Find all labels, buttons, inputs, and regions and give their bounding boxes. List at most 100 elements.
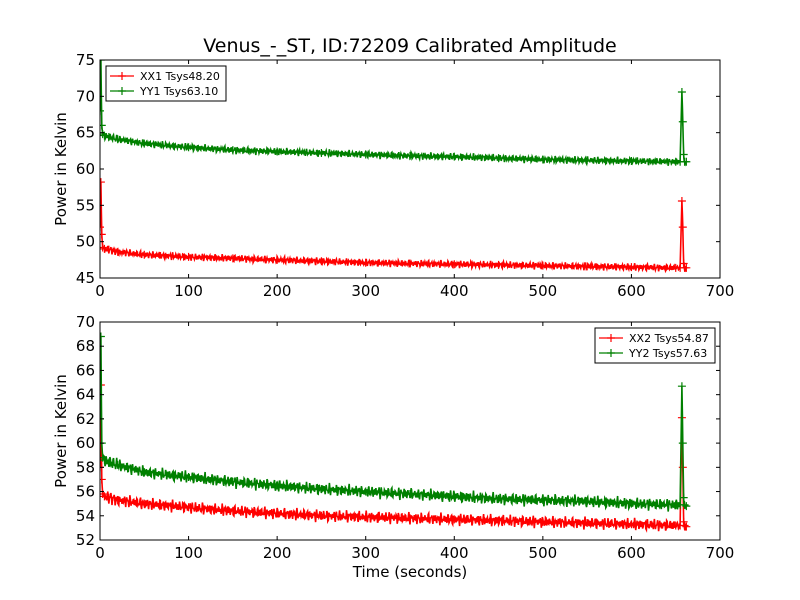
x-tick-label: 500 — [529, 282, 558, 300]
y-tick-label: 60 — [76, 160, 95, 178]
x-tick-label: 300 — [351, 544, 380, 562]
data-point-marker — [678, 223, 687, 232]
data-point-marker — [228, 146, 237, 155]
x-tick-label: 700 — [706, 544, 735, 562]
data-point-marker — [104, 133, 113, 142]
data-point-marker — [406, 514, 414, 523]
data-point-marker — [678, 117, 687, 126]
data-point-marker — [100, 131, 109, 140]
x-axis-label: Time (seconds) — [352, 563, 468, 581]
data-point-marker — [317, 257, 326, 266]
top-y-axis-label: Power in Kelvin — [52, 112, 70, 226]
x-tick-label: 600 — [617, 544, 646, 562]
data-point-marker — [317, 485, 326, 494]
data-point-marker — [100, 456, 109, 465]
data-point-marker — [450, 152, 459, 161]
series-bottom-1 — [100, 332, 691, 512]
series-top-0 — [100, 178, 691, 274]
data-point-marker — [140, 499, 149, 508]
data-point-marker — [184, 473, 193, 482]
data-point-marker — [538, 261, 547, 270]
data-point-marker — [361, 512, 370, 521]
y-tick-label: 70 — [76, 313, 95, 331]
bottom-series-layer — [100, 332, 691, 533]
data-point-marker — [682, 522, 691, 531]
legend-label: XX1 Tsys48.20 — [140, 70, 220, 83]
y-tick-label: 68 — [76, 337, 95, 355]
data-point-marker — [679, 259, 688, 268]
x-tick-label: 200 — [263, 544, 292, 562]
legend-marker — [118, 72, 126, 80]
y-tick-label: 52 — [76, 531, 95, 549]
data-point-marker — [100, 244, 109, 253]
data-point-marker — [583, 262, 592, 271]
x-tick-label: 100 — [174, 544, 203, 562]
x-tick-label: 600 — [617, 282, 646, 300]
data-point-marker — [627, 157, 636, 166]
data-point-marker — [494, 260, 503, 269]
data-point-marker — [113, 496, 122, 505]
data-point-marker — [140, 468, 149, 477]
x-tick-label: 500 — [529, 544, 558, 562]
data-point-marker — [273, 147, 282, 156]
data-point-marker — [682, 502, 691, 511]
data-point-marker — [677, 87, 686, 96]
data-point-marker — [679, 517, 688, 526]
data-point-marker — [104, 493, 113, 502]
data-point-marker — [100, 332, 105, 341]
y-tick-label: 54 — [76, 507, 95, 525]
data-point-marker — [678, 439, 687, 448]
data-point-marker — [450, 260, 459, 269]
data-point-marker — [679, 493, 688, 502]
series-line — [100, 384, 688, 533]
data-point-marker — [273, 481, 282, 490]
data-point-marker — [450, 492, 459, 501]
y-tick-label: 55 — [76, 196, 95, 214]
data-point-marker — [104, 245, 113, 254]
data-point-marker — [100, 475, 106, 484]
y-tick-label: 58 — [76, 458, 95, 476]
data-point-marker — [273, 255, 282, 264]
legend-box — [105, 65, 227, 102]
data-point-marker — [538, 496, 547, 505]
x-tick-label: 0 — [95, 544, 105, 562]
data-point-marker — [583, 497, 592, 506]
data-point-marker — [184, 503, 193, 512]
x-tick-label: 300 — [351, 282, 380, 300]
y-tick-label: 56 — [76, 483, 95, 501]
data-point-marker — [680, 500, 689, 509]
legend-label: YY1 Tsys63.10 — [139, 85, 218, 98]
bottom-axes-frame — [99, 321, 721, 541]
legend-label: YY2 Tsys57.63 — [628, 347, 707, 360]
data-point-marker — [679, 150, 688, 159]
top-axes-frame — [99, 59, 721, 279]
x-tick-label: 200 — [263, 282, 292, 300]
data-point-marker — [228, 477, 237, 486]
series-line — [100, 182, 688, 274]
data-point-marker — [450, 515, 459, 524]
y-tick-label: 50 — [76, 233, 95, 251]
top-series-layer — [100, 60, 691, 274]
data-point-marker — [406, 489, 414, 498]
data-point-marker — [627, 263, 636, 272]
data-point-marker — [677, 196, 686, 205]
data-point-marker — [100, 230, 106, 239]
data-point-marker — [627, 520, 636, 529]
top-ticks-layer: 0 100 200 300 400 500 600 700 45 50 55 60 65 70 75 — [76, 51, 734, 300]
data-point-marker — [100, 492, 109, 501]
y-tick-label: 65 — [76, 124, 95, 142]
data-point-marker — [140, 250, 149, 259]
data-point-marker — [184, 252, 193, 261]
data-point-marker — [113, 247, 122, 256]
x-tick-label: 400 — [440, 282, 469, 300]
legend-marker — [607, 334, 615, 342]
data-point-marker — [361, 487, 370, 496]
data-point-marker — [104, 458, 113, 467]
data-point-marker — [494, 516, 503, 525]
chart-title: Venus_-_ST, ID:72209 Calibrated Amplitud… — [203, 35, 617, 57]
y-tick-label: 70 — [76, 87, 95, 105]
data-point-marker — [100, 121, 106, 130]
data-point-marker — [184, 143, 193, 152]
data-point-marker — [317, 511, 326, 520]
